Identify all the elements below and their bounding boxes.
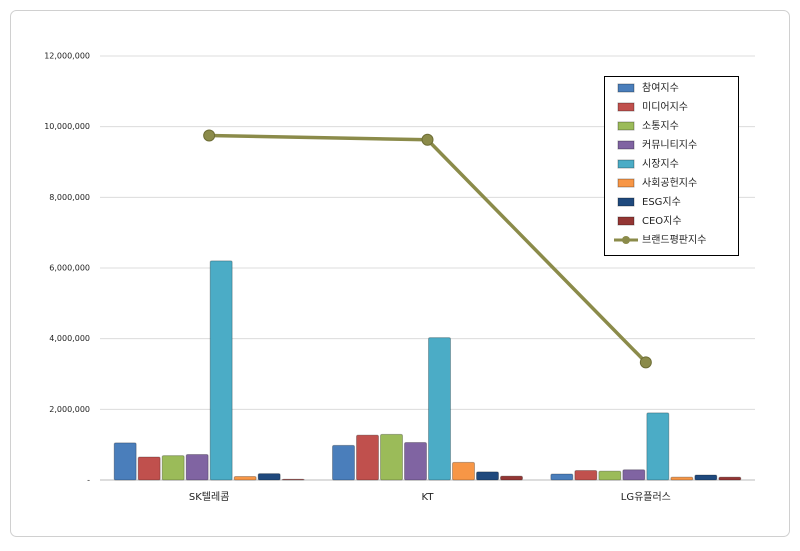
line-marker [639, 356, 652, 369]
legend-swatch [617, 197, 635, 207]
y-tick-label: 12,000,000 [44, 52, 90, 61]
legend-label: 미디어지수 [642, 101, 688, 113]
bar [550, 473, 574, 481]
y-tick-label: - [87, 476, 90, 485]
bar [137, 456, 161, 481]
y-tick-label: 10,000,000 [44, 122, 90, 131]
legend-swatch [617, 178, 635, 188]
bar [185, 454, 209, 481]
legend-marker [622, 236, 630, 244]
bar [598, 470, 622, 481]
bar [209, 260, 233, 481]
legend-label: 커뮤니티지수 [642, 139, 697, 151]
legend-label: CEO지수 [642, 215, 682, 227]
bar [281, 478, 305, 481]
bar [574, 469, 598, 481]
bar [476, 471, 499, 481]
bar [257, 473, 281, 481]
bar [404, 442, 427, 481]
bar [718, 476, 742, 481]
bar [500, 475, 523, 481]
bar [622, 469, 646, 481]
legend-label: 참여지수 [642, 82, 679, 94]
bar [233, 475, 257, 481]
legend-label: ESG지수 [642, 196, 681, 208]
bar [113, 442, 137, 481]
bar [694, 474, 718, 481]
y-tick-label: 6,000,000 [49, 264, 90, 273]
legend-label: 소통지수 [642, 120, 679, 132]
line-marker [421, 133, 434, 146]
bar [356, 434, 379, 481]
x-tick-label: LG유플러스 [621, 491, 671, 503]
chart-border [10, 10, 790, 537]
bar [646, 412, 670, 481]
y-tick-label: 4,000,000 [49, 334, 90, 343]
legend-label: 브랜드평판지수 [642, 234, 706, 246]
legend-swatch [617, 216, 635, 226]
legend-swatch [617, 83, 635, 93]
bar [332, 444, 355, 481]
legend-swatch [617, 159, 635, 169]
legend-swatch [617, 140, 635, 150]
bar [452, 461, 475, 481]
x-tick-label: SK텔레콤 [189, 491, 230, 503]
y-tick-label: 2,000,000 [49, 405, 90, 414]
legend-swatch [617, 121, 635, 131]
line-marker [203, 129, 216, 142]
x-tick-label: KT [422, 492, 435, 503]
bar [161, 455, 185, 481]
legend-label: 시장지수 [642, 158, 679, 170]
bar [428, 337, 451, 481]
bar [380, 433, 403, 481]
y-tick-label: 8,000,000 [49, 193, 90, 202]
legend-label: 사회공헌지수 [642, 177, 697, 189]
legend-swatch [617, 102, 635, 112]
bar [670, 476, 694, 481]
